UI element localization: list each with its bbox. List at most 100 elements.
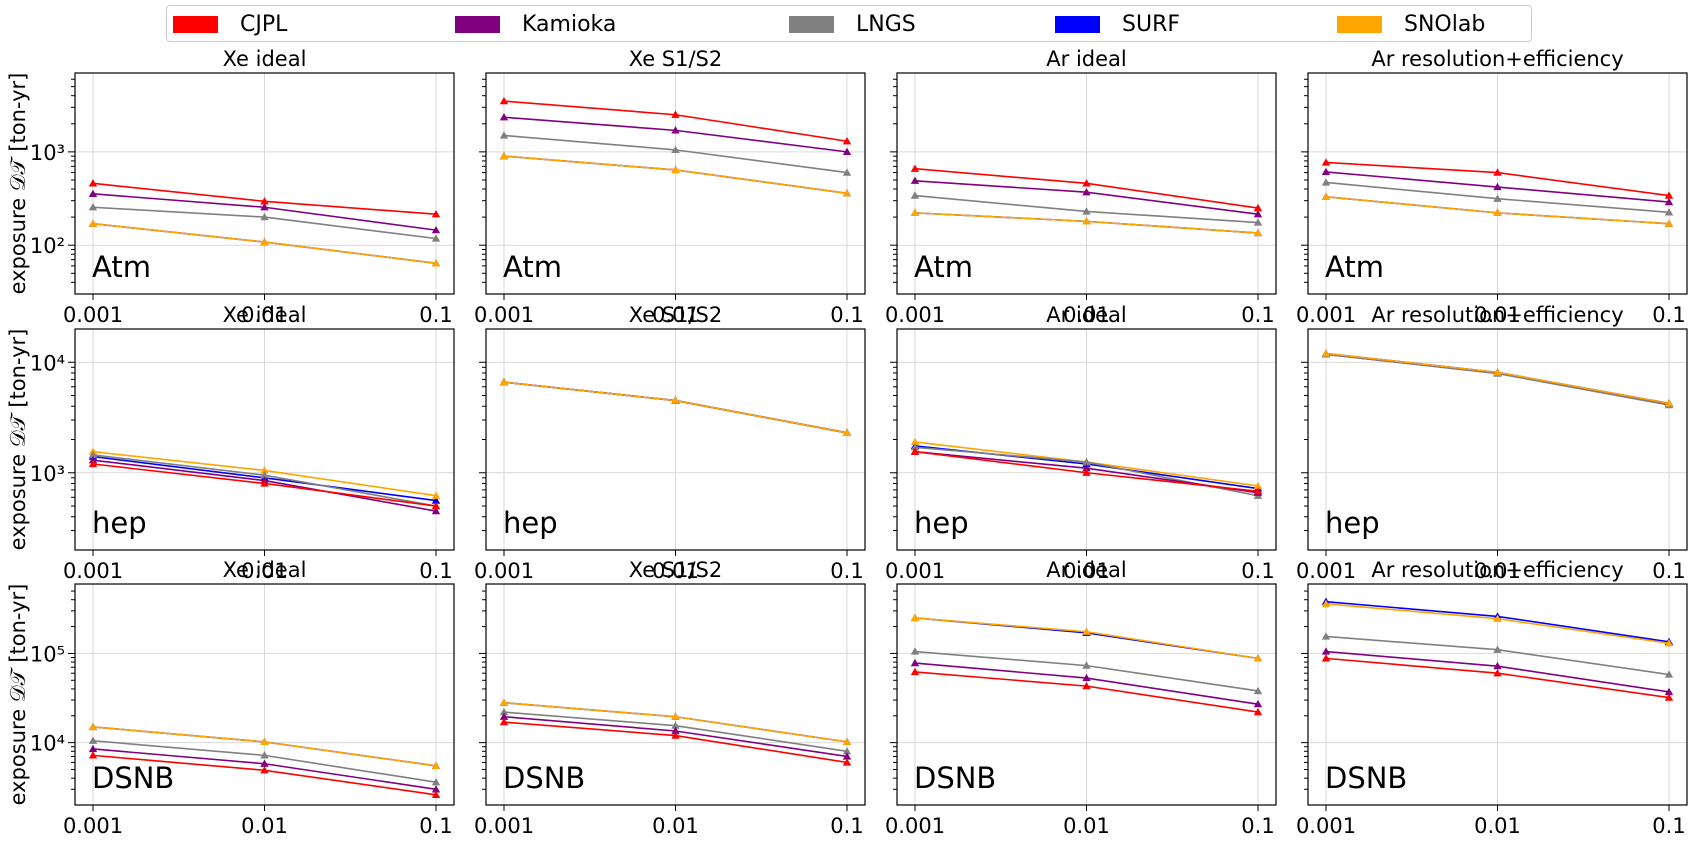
panel-1-3-xtick-label-0: 0.001: [1296, 559, 1356, 583]
panel-0-3-title: Ar resolution+efficiency: [1371, 47, 1623, 71]
panel-1-0-ytick-label-0: 10³: [30, 462, 65, 486]
panel-1-3-xtick-label-2: 0.1: [1652, 559, 1685, 583]
panel-0-0-point-lngs-1: [260, 212, 269, 221]
panel-0-2-point-snolab-0: [910, 208, 920, 217]
panel-0-3-point-lngs-2: [1664, 208, 1674, 216]
panel-1-0-point-lngs-1: [260, 471, 269, 479]
panel-2-2-point-snolab-2: [1253, 654, 1263, 662]
panel-1-0-ylabel: exposure 𝒟𝒯 [ton-yr]: [6, 329, 30, 551]
panel-0-1-point-snolab-0: [499, 151, 509, 160]
panel-0-2-point-lngs-1: [1082, 207, 1091, 215]
panel-2-2-point-snolab-1: [1082, 627, 1091, 635]
panel-0-3-point-cjpl-0: [1321, 158, 1331, 166]
panel-2-1-point-cjpl-1: [671, 731, 680, 739]
panel-0-3-xtick-label-2: 0.1: [1652, 303, 1685, 327]
panel-0-3-point-snolab-0: [1321, 192, 1331, 200]
panel-2-2-annotation: DSNB: [914, 761, 996, 795]
panel-1-0-xtick-label-2: 0.1: [419, 559, 452, 583]
panel-0-1-point-lngs-0: [499, 131, 509, 139]
panel-2-0-point-snolab-2: [431, 761, 441, 769]
panel-0-3-annotation: Atm: [1325, 250, 1384, 284]
panel-2-0-point-lngs-2: [431, 778, 441, 786]
panel-2-1-point-snolab-1: [671, 712, 680, 720]
panel-2-0-ytick-label-1: 10⁵: [30, 642, 65, 666]
panel-1-2-point-snolab-2: [1253, 481, 1263, 490]
panel-0-1-annotation: Atm: [503, 250, 562, 284]
panel-2-1-xlabel: α: [669, 840, 683, 842]
panel-0-2-point-kamioka-2: [1253, 209, 1263, 218]
panel-2-3-point-lngs-2: [1664, 670, 1674, 678]
panel-0-1-point-cjpl-1: [671, 110, 680, 118]
panel-2-3-point-cjpl-0: [1321, 654, 1331, 662]
panel-1-0-point-snolab-2: [431, 491, 441, 499]
panel-0-1-point-kamioka-0: [499, 113, 509, 121]
panel-0-0-ytick-label-1: 10³: [30, 141, 65, 165]
panel-2-3-xlabel: α: [1491, 840, 1505, 842]
panel-1-0-point-cjpl-0: [88, 459, 98, 468]
panel-2-0-ytick-label-0: 10⁴: [30, 732, 65, 756]
panel-1-2-point-snolab-0: [910, 437, 920, 446]
panel-0-2-point-snolab-2: [1253, 228, 1263, 237]
panel-2-2-point-lngs-1: [1082, 661, 1091, 669]
legend-swatch-cjpl: [173, 16, 218, 33]
panel-0-0-point-kamioka-1: [260, 203, 269, 211]
panel-2-3-point-cjpl-2: [1664, 693, 1674, 701]
panel-2-1-point-kamioka-2: [842, 752, 852, 760]
panel-0-3-point-kamioka-2: [1664, 197, 1674, 206]
panel-1-1-point-snolab-1: [671, 396, 680, 404]
panel-0-3-point-snolab-1: [1493, 208, 1502, 217]
panel-0-0-point-cjpl-2: [431, 209, 441, 218]
panel-1-0-point-lngs-0: [88, 450, 98, 459]
panel-2-1-point-lngs-2: [842, 747, 852, 755]
legend-item-snolab: SNOlab: [1337, 6, 1485, 43]
panel-1-2-point-lngs-0: [910, 443, 920, 451]
panel-1-2-point-kamioka-1: [1082, 463, 1091, 472]
panel-0-0-point-cjpl-0: [88, 179, 98, 187]
panel-0-2-annotation: Atm: [914, 250, 973, 284]
panel-2-2-point-lngs-0: [910, 647, 920, 655]
panel-1-0-annotation: hep: [92, 506, 147, 540]
panel-0-0-point-snolab-0: [88, 219, 98, 227]
panel-2-3-point-snolab-1: [1493, 614, 1502, 622]
panel-2-2-xtick-label-1: 0.01: [1063, 814, 1110, 838]
panel-2-1-xtick-label-1: 0.01: [652, 814, 699, 838]
panel-2-1-point-snolab-0: [499, 698, 509, 706]
panel-0-2-xtick-label-2: 0.1: [1241, 303, 1274, 327]
legend-label-surf: SURF: [1122, 12, 1181, 37]
legend-swatch-lngs: [789, 16, 834, 33]
panel-0-2-point-cjpl-0: [910, 164, 920, 172]
panel-2-0-point-kamioka-0: [88, 744, 98, 753]
panel-2-0-xtick-label-2: 0.1: [419, 814, 452, 838]
panel-2-1-title: Xe S1/S2: [629, 558, 723, 582]
legend: CJPL Kamioka LNGS SURF SNOlab: [166, 5, 1532, 42]
panel-2-0-xlabel: α: [258, 840, 272, 842]
panel-0-2-xtick-label-0: 0.001: [885, 303, 945, 327]
legend-item-surf: SURF: [1055, 6, 1180, 43]
legend-item-kamioka: Kamioka: [455, 6, 616, 43]
panel-1-0-point-snolab-1: [260, 466, 269, 474]
panel-1-0-point-surf-2: [431, 496, 441, 504]
panel-1-2-point-cjpl-2: [1253, 487, 1263, 495]
panel-1-1-xtick-label-2: 0.1: [830, 559, 863, 583]
legend-item-cjpl: CJPL: [173, 6, 287, 43]
panel-1-3-annotation: hep: [1325, 506, 1380, 540]
panel-0-1-xtick-label-2: 0.1: [830, 303, 863, 327]
panel-1-2-xtick-label-2: 0.1: [1241, 559, 1274, 583]
panel-1-3-point-snolab-1: [1493, 368, 1502, 376]
panel-0-0-point-kamioka-0: [88, 189, 98, 197]
panel-1-0-point-cjpl-2: [431, 501, 441, 510]
panel-0-2-point-lngs-2: [1253, 218, 1263, 226]
panel-0-3-xtick-label-1: 0.01: [1474, 303, 1521, 327]
panel-0-2-title: Ar ideal: [1046, 47, 1126, 71]
panel-0-3-point-lngs-1: [1493, 194, 1502, 202]
panel-0-0-xtick-label-1: 0.01: [241, 303, 288, 327]
panel-0-1-point-cjpl-2: [842, 137, 852, 145]
panel-1-2-point-cjpl-1: [1082, 468, 1091, 476]
panel-1-2-xtick-label-1: 0.01: [1063, 559, 1110, 583]
panel-2-0-point-snolab-1: [260, 737, 269, 746]
panel-0-3-point-lngs-0: [1321, 178, 1331, 186]
panel-1-2-title: Ar ideal: [1046, 303, 1126, 327]
panel-2-1-point-kamioka-1: [671, 726, 680, 735]
legend-label-cjpl: CJPL: [240, 12, 288, 37]
